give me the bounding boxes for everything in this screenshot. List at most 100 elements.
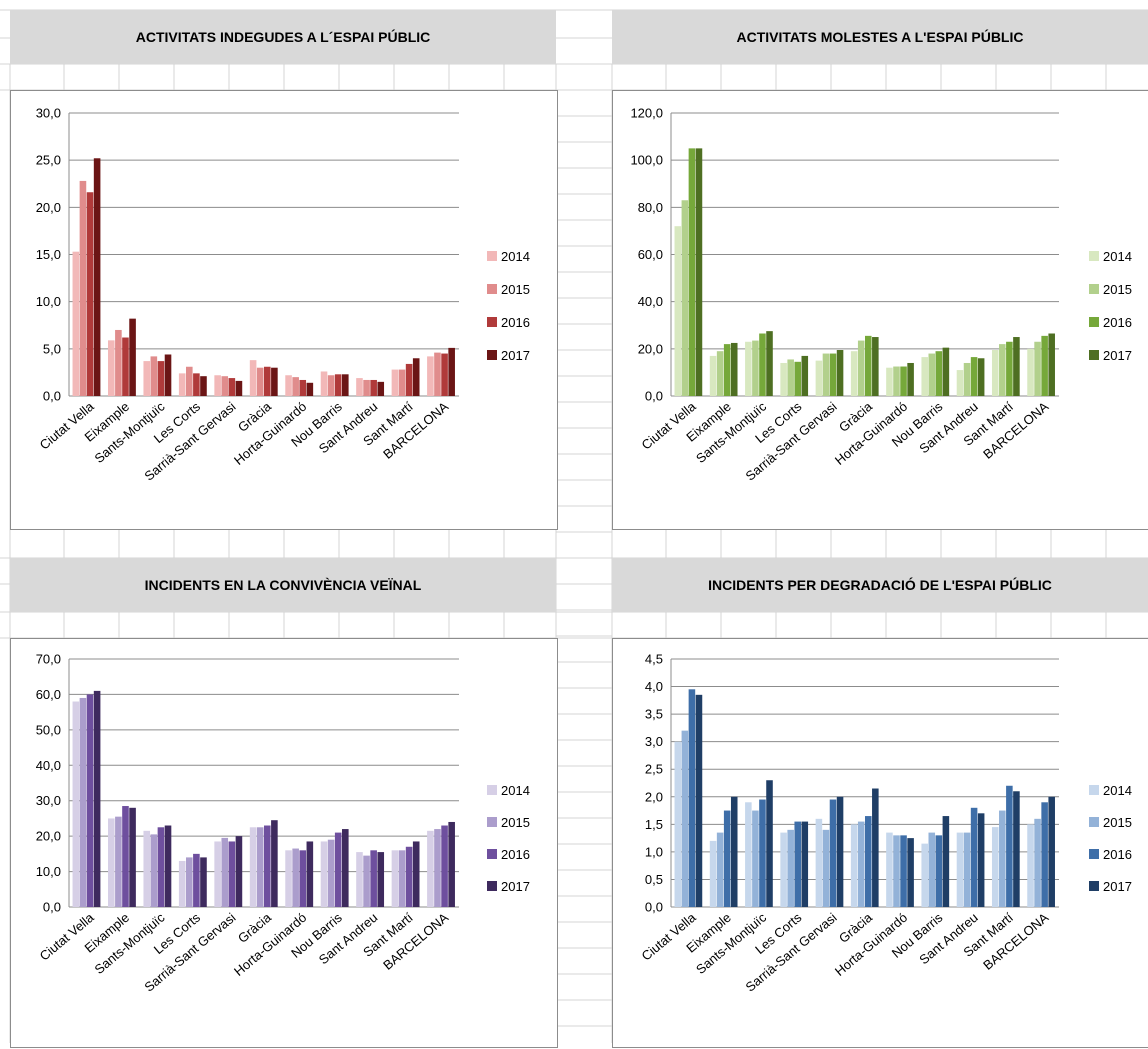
- bar[interactable]: [193, 373, 200, 396]
- bar[interactable]: [829, 353, 837, 396]
- bar[interactable]: [1034, 818, 1041, 907]
- bar[interactable]: [1048, 333, 1055, 396]
- bar[interactable]: [893, 835, 900, 907]
- bar[interactable]: [108, 340, 115, 396]
- bar[interactable]: [221, 376, 229, 396]
- bar[interactable]: [723, 810, 731, 907]
- bar[interactable]: [448, 347, 455, 396]
- bar[interactable]: [977, 358, 985, 396]
- bar[interactable]: [122, 806, 129, 907]
- bar[interactable]: [886, 832, 893, 907]
- bar[interactable]: [935, 835, 943, 907]
- bar[interactable]: [129, 318, 136, 396]
- bar[interactable]: [334, 374, 342, 396]
- bar[interactable]: [674, 741, 682, 907]
- bar[interactable]: [377, 852, 385, 907]
- bar[interactable]: [956, 370, 964, 396]
- bar[interactable]: [907, 838, 914, 907]
- bar[interactable]: [1006, 341, 1013, 396]
- bar[interactable]: [327, 375, 335, 396]
- bar[interactable]: [688, 689, 696, 907]
- bar[interactable]: [150, 834, 158, 907]
- bar[interactable]: [356, 378, 363, 396]
- bar[interactable]: [448, 821, 455, 907]
- bar[interactable]: [143, 361, 151, 396]
- bar[interactable]: [752, 340, 759, 396]
- bar[interactable]: [963, 832, 971, 907]
- bar[interactable]: [235, 380, 243, 396]
- bar[interactable]: [999, 810, 1006, 907]
- bar[interactable]: [292, 848, 299, 907]
- bar[interactable]: [93, 158, 101, 396]
- bar[interactable]: [377, 381, 385, 396]
- bar[interactable]: [730, 796, 738, 907]
- bar[interactable]: [921, 843, 928, 907]
- bar[interactable]: [991, 350, 999, 396]
- bar[interactable]: [907, 362, 914, 396]
- bar[interactable]: [829, 799, 837, 907]
- bar[interactable]: [723, 344, 731, 396]
- bar[interactable]: [780, 362, 787, 396]
- bar[interactable]: [72, 701, 80, 907]
- bar[interactable]: [900, 835, 907, 907]
- bar[interactable]: [200, 857, 207, 907]
- bar[interactable]: [787, 829, 794, 907]
- chart-2[interactable]: 0,0 20,0 40,0 60,0 80,0 100,0 120,0 Ciutat Vell…: [612, 90, 1148, 530]
- bar[interactable]: [72, 251, 80, 396]
- bar[interactable]: [271, 820, 278, 907]
- bar[interactable]: [836, 796, 844, 907]
- bar[interactable]: [391, 369, 399, 396]
- bar[interactable]: [115, 329, 122, 396]
- bar[interactable]: [398, 850, 406, 907]
- bar[interactable]: [836, 350, 844, 396]
- chart-3[interactable]: 0,0 10,0 20,0 30,0 40,0 50,0 60,0 70,0 Ciutat Ve…: [10, 638, 558, 1048]
- bar[interactable]: [688, 148, 696, 396]
- bar[interactable]: [935, 351, 943, 396]
- bar[interactable]: [157, 827, 165, 907]
- bar[interactable]: [320, 841, 328, 907]
- bar[interactable]: [1027, 348, 1034, 396]
- bar[interactable]: [405, 363, 413, 396]
- bar[interactable]: [730, 342, 738, 396]
- bar[interactable]: [221, 837, 229, 907]
- bar[interactable]: [143, 830, 151, 907]
- bar[interactable]: [79, 180, 87, 396]
- bar[interactable]: [1013, 337, 1020, 396]
- bar[interactable]: [249, 360, 257, 396]
- bar[interactable]: [872, 337, 879, 396]
- bar[interactable]: [928, 832, 936, 907]
- bar[interactable]: [193, 853, 200, 907]
- bar[interactable]: [412, 358, 420, 396]
- bar[interactable]: [1034, 341, 1041, 396]
- bar[interactable]: [178, 860, 186, 907]
- bar[interactable]: [766, 780, 773, 907]
- bar[interactable]: [93, 690, 101, 907]
- bar[interactable]: [398, 369, 406, 396]
- bar[interactable]: [942, 816, 950, 907]
- bar[interactable]: [787, 359, 794, 396]
- bar[interactable]: [86, 192, 94, 396]
- bar[interactable]: [794, 821, 802, 907]
- bar[interactable]: [427, 830, 434, 907]
- bar[interactable]: [709, 355, 717, 396]
- bar[interactable]: [412, 841, 420, 907]
- bar[interactable]: [363, 379, 370, 396]
- bar[interactable]: [1006, 785, 1013, 907]
- bar[interactable]: [356, 852, 363, 907]
- bar[interactable]: [285, 375, 292, 396]
- bar[interactable]: [928, 353, 936, 396]
- bar[interactable]: [122, 337, 129, 396]
- bar[interactable]: [886, 367, 893, 396]
- bar[interactable]: [79, 697, 87, 907]
- bar[interactable]: [681, 200, 689, 396]
- bar[interactable]: [214, 375, 221, 396]
- bar[interactable]: [434, 352, 441, 396]
- bar[interactable]: [865, 816, 872, 907]
- bar[interactable]: [695, 694, 703, 907]
- bar[interactable]: [129, 807, 136, 907]
- bar[interactable]: [86, 694, 94, 907]
- bar[interactable]: [822, 353, 830, 396]
- bar[interactable]: [759, 333, 766, 396]
- bar[interactable]: [759, 799, 766, 907]
- bar[interactable]: [299, 379, 307, 396]
